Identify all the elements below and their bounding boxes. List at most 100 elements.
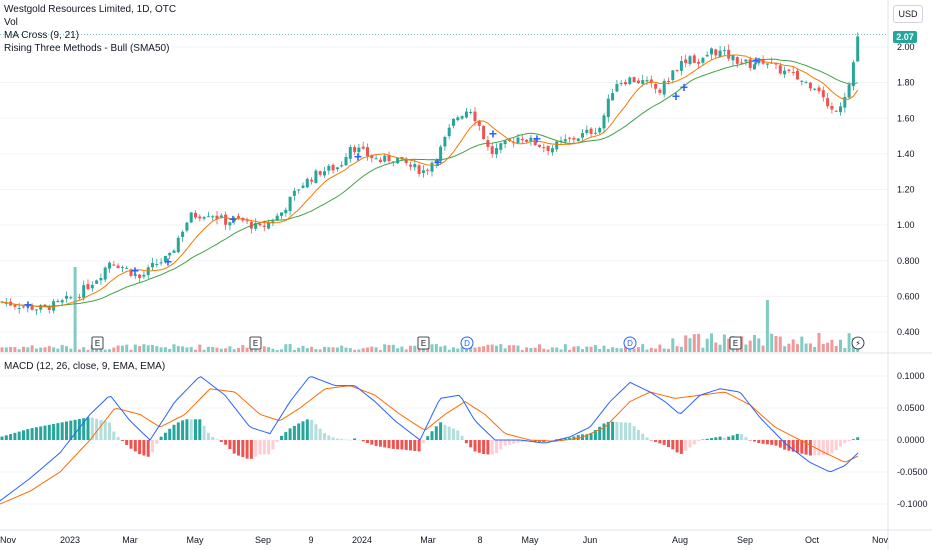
macd-histogram-bar [146, 440, 150, 457]
candle-body [181, 231, 185, 237]
macd-histogram-bar [120, 440, 124, 442]
volume-bar [86, 349, 90, 352]
candle-body [4, 302, 8, 304]
price-tick-label: 1.20 [897, 185, 915, 195]
candle-body [258, 223, 262, 226]
candle-body [297, 189, 301, 191]
price-tick-label: 2.00 [897, 42, 915, 52]
currency-button[interactable]: USD [893, 5, 923, 23]
volume-bar [447, 349, 451, 352]
earnings-marker [91, 336, 104, 350]
volume-bar [26, 347, 30, 352]
macd-histogram-bar [310, 419, 314, 440]
candle-body [125, 267, 129, 269]
candle-body [271, 221, 275, 224]
volume-bar [589, 346, 593, 352]
macd-histogram-bar [159, 436, 163, 440]
macd-histogram-bar [830, 440, 834, 454]
candle-body [783, 70, 787, 75]
volume-bar [434, 344, 438, 352]
volume-bar [619, 348, 623, 352]
volume-bar [82, 347, 86, 352]
candle-body [194, 212, 197, 218]
candle-body [357, 147, 361, 153]
macd-histogram-bar [129, 440, 133, 449]
macd-histogram-bar [641, 433, 645, 440]
volume-bar [142, 344, 146, 352]
macd-tick-label: -0.0500 [897, 467, 928, 477]
candle-body [34, 309, 38, 311]
macd-histogram-bar [701, 439, 705, 440]
candle-body [722, 50, 726, 52]
ma-cross-marker: + [229, 211, 237, 227]
macd-histogram-bar [86, 417, 90, 440]
candle-body [340, 165, 344, 167]
time-tick-label: Aug [672, 535, 688, 545]
candle-body [671, 70, 675, 80]
volume-bar [568, 349, 572, 352]
volume-bar [409, 345, 412, 352]
volume-bar [280, 349, 283, 352]
candle-body [168, 252, 172, 256]
volume-bar [194, 349, 197, 352]
candle-body [460, 116, 464, 119]
candle-body [593, 132, 597, 134]
macd-histogram-bar [654, 440, 658, 442]
macd-histogram-bar [555, 439, 559, 440]
candle-body [22, 306, 25, 308]
candle-body [237, 216, 240, 219]
macd-histogram-bar [258, 440, 262, 455]
volume-bar [473, 347, 477, 352]
macd-histogram-bar [507, 440, 511, 445]
volume-bar [267, 347, 271, 352]
candle-body [744, 59, 748, 62]
volume-bar [258, 349, 262, 352]
volume-bar [301, 345, 305, 352]
volume-bar [628, 347, 632, 352]
volume-bar [314, 349, 318, 352]
macd-signal-line [0, 385, 859, 505]
candle-body [409, 164, 412, 167]
macd-histogram-bar [753, 440, 756, 442]
macd-histogram-bar [692, 440, 696, 445]
candle-body [632, 77, 636, 83]
candle-body [344, 157, 348, 166]
time-tick-label: Mar [420, 535, 436, 545]
candle-body [697, 61, 701, 64]
candle-body [675, 70, 679, 72]
time-tick-label: Nov [0, 535, 17, 545]
candle-body [800, 80, 804, 82]
volume-bar [366, 347, 369, 352]
candle-body [847, 84, 851, 98]
candle-body [267, 222, 271, 229]
macd-histogram-bar [17, 431, 21, 440]
macd-histogram-bar [211, 436, 215, 440]
candle-body [765, 63, 769, 65]
macd-histogram-bar [512, 440, 516, 444]
volume-bar [116, 345, 120, 352]
macd-histogram-bar [417, 440, 421, 452]
earnings-marker [417, 336, 430, 350]
volume-bar [550, 347, 554, 352]
volume-bar [533, 347, 537, 352]
candle-body [387, 154, 391, 162]
candle-body [525, 139, 529, 142]
candle-body [245, 220, 249, 222]
macd-histogram-bar [47, 424, 51, 440]
candle-body [323, 171, 326, 176]
candle-body [503, 140, 507, 145]
macd-histogram-bar [430, 431, 434, 440]
candle-body [688, 56, 692, 64]
volume-bar [667, 348, 670, 352]
volume-bar [284, 344, 288, 352]
macd-histogram-bar [52, 423, 56, 440]
volume-bar [516, 345, 520, 352]
macd-histogram-bar [30, 428, 34, 440]
volume-bar [47, 346, 51, 352]
volume-bar [378, 349, 382, 352]
candle-body [826, 98, 830, 107]
volume-bar [679, 346, 683, 352]
macd-histogram-bar [727, 436, 731, 440]
volume-bar [641, 344, 645, 352]
